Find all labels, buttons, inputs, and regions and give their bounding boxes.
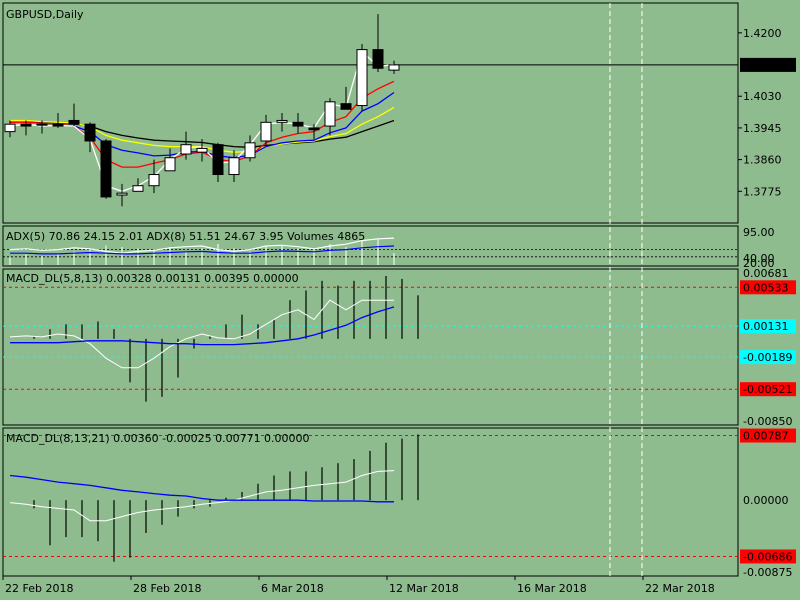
macd-fast-signal-line — [10, 306, 395, 346]
time-tick-label: 16 Mar 2018 — [517, 582, 587, 595]
macd-slow-level-label-bg — [740, 428, 796, 443]
macd-fast-level-label-bg — [740, 319, 796, 334]
bear-candle — [100, 140, 112, 198]
macd-fast-level-label-bg — [740, 382, 796, 397]
macd-fast-level-label-bg — [740, 350, 796, 365]
bull-candle — [36, 123, 48, 126]
bear-candle — [52, 123, 64, 127]
bull-candle — [164, 157, 176, 172]
macd-slow-level-label: -0.00686 — [743, 550, 792, 563]
macd-fast-level-label: 0.00131 — [743, 320, 789, 333]
bull-candle — [148, 174, 160, 187]
adx-tick-label: 20.00 — [743, 257, 775, 270]
macd-fast-indicator-label: MACD_DL(5,8,13) 0.00328 0.00131 0.00395 … — [6, 272, 299, 285]
bear-candle — [308, 127, 320, 131]
macd-slow-main-line — [9, 470, 395, 522]
price-tick-label: 1.4030 — [743, 90, 782, 103]
time-tick-label: 6 Mar 2018 — [261, 582, 324, 595]
macd-slow-level-label-bg — [740, 549, 796, 564]
bull-candle — [180, 144, 192, 155]
macd-slow-tick-label: 0.00000 — [743, 494, 789, 507]
macd-slow-panel[interactable]: 0.00000 -0.00875 0.00787 -0.00686 — [2, 427, 796, 579]
macd-fast-main-line — [9, 299, 394, 369]
macd-fast-level-label: -0.00189 — [743, 351, 792, 364]
bull-candle — [132, 185, 144, 192]
macd-slow-level-label: 0.00787 — [743, 430, 789, 443]
macd-fast-level-label: -0.00521 — [743, 383, 792, 396]
price-panel[interactable]: 1.4200 1.4030 1.3945 1.3860 1.3775 1.4114 — [2, 2, 796, 224]
bull-candle — [260, 121, 272, 142]
bear-candle — [212, 144, 224, 176]
adx-panel-frame — [2, 225, 739, 267]
macd-fast-frame — [2, 268, 739, 426]
bear-candle — [340, 103, 352, 110]
bull-candle — [196, 147, 208, 153]
bear-candle — [372, 49, 384, 69]
macd-slow-tick-label: -0.00875 — [743, 566, 792, 579]
adx-signal-line — [10, 245, 395, 255]
price-tick-label: 1.4200 — [743, 27, 782, 40]
macd-fast-tick-label: -0.00850 — [743, 415, 792, 428]
time-tick-label: 22 Feb 2018 — [5, 582, 73, 595]
bear-candle — [84, 123, 96, 142]
price-tick-label: 1.3945 — [743, 122, 782, 135]
time-tick-label: 12 Mar 2018 — [389, 582, 459, 595]
bull-candle — [388, 64, 400, 71]
macd-slow-frame — [2, 427, 739, 577]
bull-candle — [116, 192, 128, 196]
bull-candle — [356, 49, 368, 107]
symbol-title: GBPUSD,Daily — [6, 8, 84, 21]
time-axis: 22 Feb 2018 28 Feb 2018 6 Mar 2018 12 Mar 2… — [2, 3, 715, 595]
bear-candle — [292, 121, 304, 127]
current-price-label-bg — [740, 57, 796, 72]
macd-fast-panel[interactable]: 0.00681 -0.00850 0.00533 0.00131 -0.00189 -0.… — [2, 267, 796, 428]
bear-candle — [20, 123, 32, 127]
macd-slow-signal-line — [9, 474, 394, 503]
price-panel-frame — [2, 2, 739, 224]
price-tick-label: 1.3775 — [743, 185, 782, 198]
bull-candle — [228, 157, 240, 176]
macd-fast-tick-label: 0.00681 — [743, 267, 789, 280]
bear-candle — [68, 119, 80, 125]
adx-tick-label: 95.00 — [743, 226, 775, 239]
macd-slow-indicator-label: MACD_DL(8,13,21) 0.00360 -0.00025 0.0077… — [6, 432, 310, 445]
macd-fast-level-label-bg — [740, 280, 796, 295]
adx-tick-label: 40.00 — [743, 252, 775, 265]
bull-candle — [244, 142, 256, 159]
price-tick-label: 1.3860 — [743, 154, 782, 167]
bull-candle — [324, 101, 336, 127]
adx-indicator-label: ADX(5) 70.86 24.15 2.01 ADX(8) 51.51 24.… — [6, 230, 365, 243]
bull-candle — [276, 119, 288, 123]
adx-main-line — [9, 237, 395, 254]
time-tick-label: 22 Mar 2018 — [645, 582, 715, 595]
bull-candle — [4, 123, 16, 133]
current-price-label: 1.4114 — [743, 59, 782, 72]
macd-fast-level-label: 0.00533 — [743, 281, 789, 294]
time-tick-label: 28 Feb 2018 — [133, 582, 201, 595]
